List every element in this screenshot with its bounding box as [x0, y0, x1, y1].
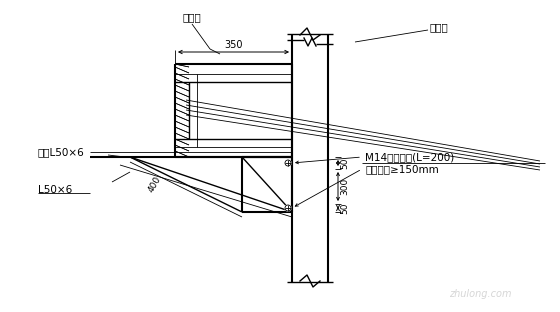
Text: 300: 300 — [340, 178, 349, 195]
Text: 400: 400 — [147, 175, 163, 194]
Circle shape — [285, 205, 291, 211]
Text: 350: 350 — [224, 40, 242, 50]
Circle shape — [285, 160, 291, 166]
Text: L50×6: L50×6 — [38, 185, 72, 195]
Text: 伸入桩身≥150mm: 伸入桩身≥150mm — [365, 164, 438, 174]
Text: M14膨胀螺栓(L=200): M14膨胀螺栓(L=200) — [365, 152, 454, 162]
Text: 通长L50×6: 通长L50×6 — [38, 147, 85, 157]
Text: 钢腰梁: 钢腰梁 — [183, 12, 202, 22]
Text: zhulong.com: zhulong.com — [449, 289, 511, 299]
Text: 护坡桩: 护坡桩 — [430, 22, 449, 32]
Text: 50: 50 — [340, 157, 349, 169]
Text: 50: 50 — [340, 202, 349, 214]
